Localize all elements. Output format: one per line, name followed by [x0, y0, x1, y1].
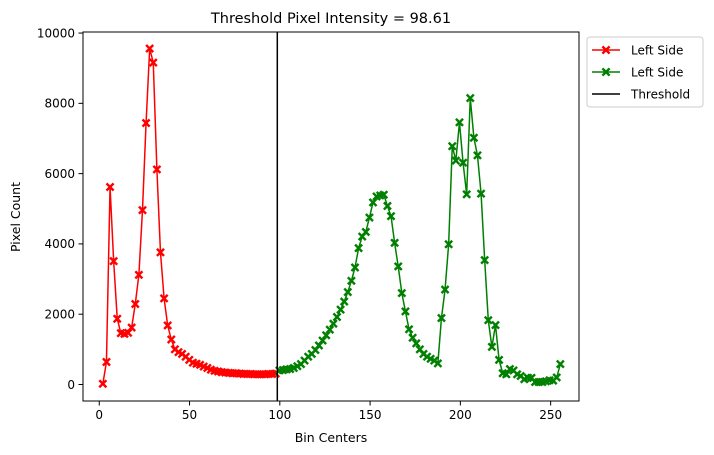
legend-box	[586, 36, 704, 108]
data-point	[447, 141, 457, 151]
data-point	[400, 306, 410, 316]
y-tick-label: 2000	[44, 307, 75, 321]
data-point	[152, 164, 162, 174]
data-point	[159, 293, 169, 303]
data-point	[476, 189, 486, 199]
data-point	[155, 247, 165, 257]
data-point	[379, 190, 389, 200]
data-point	[555, 359, 565, 369]
legend-marker	[601, 45, 611, 55]
data-point	[350, 262, 360, 272]
data-point	[101, 357, 111, 367]
data-point	[483, 315, 493, 325]
y-axis-label: Pixel Count	[8, 182, 23, 252]
x-tick-label: 0	[95, 408, 103, 422]
x-tick-label: 250	[539, 408, 562, 422]
legend-label: Threshold	[630, 87, 690, 101]
x-tick-label: 150	[359, 408, 382, 422]
x-tick-label: 200	[449, 408, 472, 422]
legend-label: Left Side	[631, 43, 683, 57]
y-tick-label: 8000	[44, 97, 75, 111]
data-point	[346, 276, 356, 286]
series-1	[98, 44, 281, 389]
data-point	[494, 355, 504, 365]
data-point	[361, 227, 371, 237]
chart-title: Threshold Pixel Intensity = 98.61	[210, 11, 451, 27]
data-point	[98, 379, 108, 389]
data-point	[436, 313, 446, 323]
y-tick-label: 6000	[44, 167, 75, 181]
data-point	[480, 255, 490, 265]
data-point	[444, 239, 454, 249]
data-point	[393, 261, 403, 271]
x-tick-label: 100	[268, 408, 291, 422]
data-point	[354, 243, 364, 253]
legend-entry: Threshold	[592, 87, 690, 101]
data-point	[404, 324, 414, 334]
data-point	[339, 297, 349, 307]
data-point	[386, 211, 396, 221]
axes-frame	[82, 31, 580, 402]
y-tick-label: 0	[67, 378, 75, 392]
data-point	[105, 182, 115, 192]
data-point	[332, 312, 342, 322]
data-point	[343, 287, 353, 297]
data-point	[469, 133, 479, 143]
legend: Left Side Left Side Threshold	[586, 36, 704, 108]
data-point	[491, 320, 500, 330]
data-point	[134, 270, 144, 280]
data-point	[336, 305, 346, 315]
data-point	[472, 150, 482, 160]
data-point	[112, 314, 122, 324]
legend-entry: Left Side	[592, 43, 683, 57]
data-point	[364, 213, 374, 223]
data-point	[109, 256, 119, 266]
data-point	[487, 342, 497, 352]
data-point	[382, 201, 392, 211]
x-tick-label: 50	[182, 408, 197, 422]
plot-area	[83, 32, 579, 401]
data-point	[145, 44, 155, 54]
data-point	[163, 320, 173, 330]
data-point	[130, 299, 140, 309]
data-point	[141, 118, 151, 128]
data-point	[127, 323, 137, 333]
legend-entry: Left Side	[592, 65, 683, 79]
data-point	[166, 335, 176, 344]
data-point	[137, 205, 147, 215]
data-point	[440, 285, 450, 295]
data-point	[451, 156, 461, 166]
data-point	[552, 372, 562, 382]
series-2	[274, 93, 565, 387]
data-point	[148, 58, 158, 68]
data-point	[397, 288, 407, 298]
y-tick-label: 10000	[37, 26, 75, 40]
x-axis-label: Bin Centers	[295, 430, 368, 445]
data-point	[433, 358, 443, 368]
data-point	[390, 238, 400, 248]
data-point	[462, 189, 472, 199]
data-point	[465, 93, 475, 103]
data-point	[454, 117, 464, 127]
data-point	[458, 158, 468, 168]
legend-label: Left Side	[631, 65, 683, 79]
y-tick-label: 4000	[44, 237, 75, 251]
legend-marker	[601, 67, 611, 77]
